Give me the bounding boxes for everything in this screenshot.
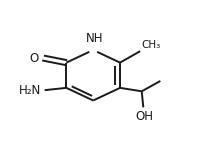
Text: O: O [29, 52, 38, 65]
Text: OH: OH [136, 110, 154, 123]
Text: NH: NH [86, 32, 104, 45]
Text: H₂N: H₂N [19, 84, 42, 97]
Text: CH₃: CH₃ [142, 40, 161, 50]
